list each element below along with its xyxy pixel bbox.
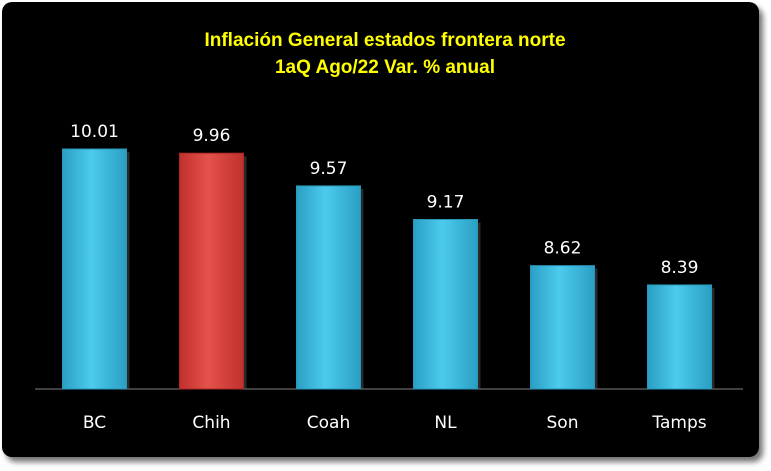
x-tick-label-son: Son [547,413,579,433]
chart-title-line-2: 1aQ Ago/22 Var. % anual [275,57,495,78]
x-tick-label-chih: Chih [192,413,230,433]
bars-group: 10.01 BC 9.96 Chih 9.57 Coah 9.17 NL 8.62 Son 8.39… [62,122,715,433]
bar-son [530,265,595,390]
data-label-tamps: 8.39 [661,258,699,278]
chart-title-line-1: Inflación General estados frontera norte [204,30,565,51]
x-tick-label-tamps: Tamps [651,413,706,433]
data-label-coah: 9.57 [310,159,348,179]
bar-chih [179,152,244,390]
data-label-son: 8.62 [544,239,582,259]
bar-tamps [647,284,712,390]
chart-frame [2,2,759,457]
data-label-bc: 10.01 [70,122,119,142]
x-tick-label-nl: NL [434,413,457,433]
data-label-chih: 9.96 [193,126,231,146]
data-label-nl: 9.17 [427,192,465,212]
x-tick-label-coah: Coah [307,413,350,433]
bar-coah [296,185,361,390]
x-tick-label-bc: BC [83,413,106,433]
bar-nl [413,218,478,390]
bar-bc [62,148,127,390]
